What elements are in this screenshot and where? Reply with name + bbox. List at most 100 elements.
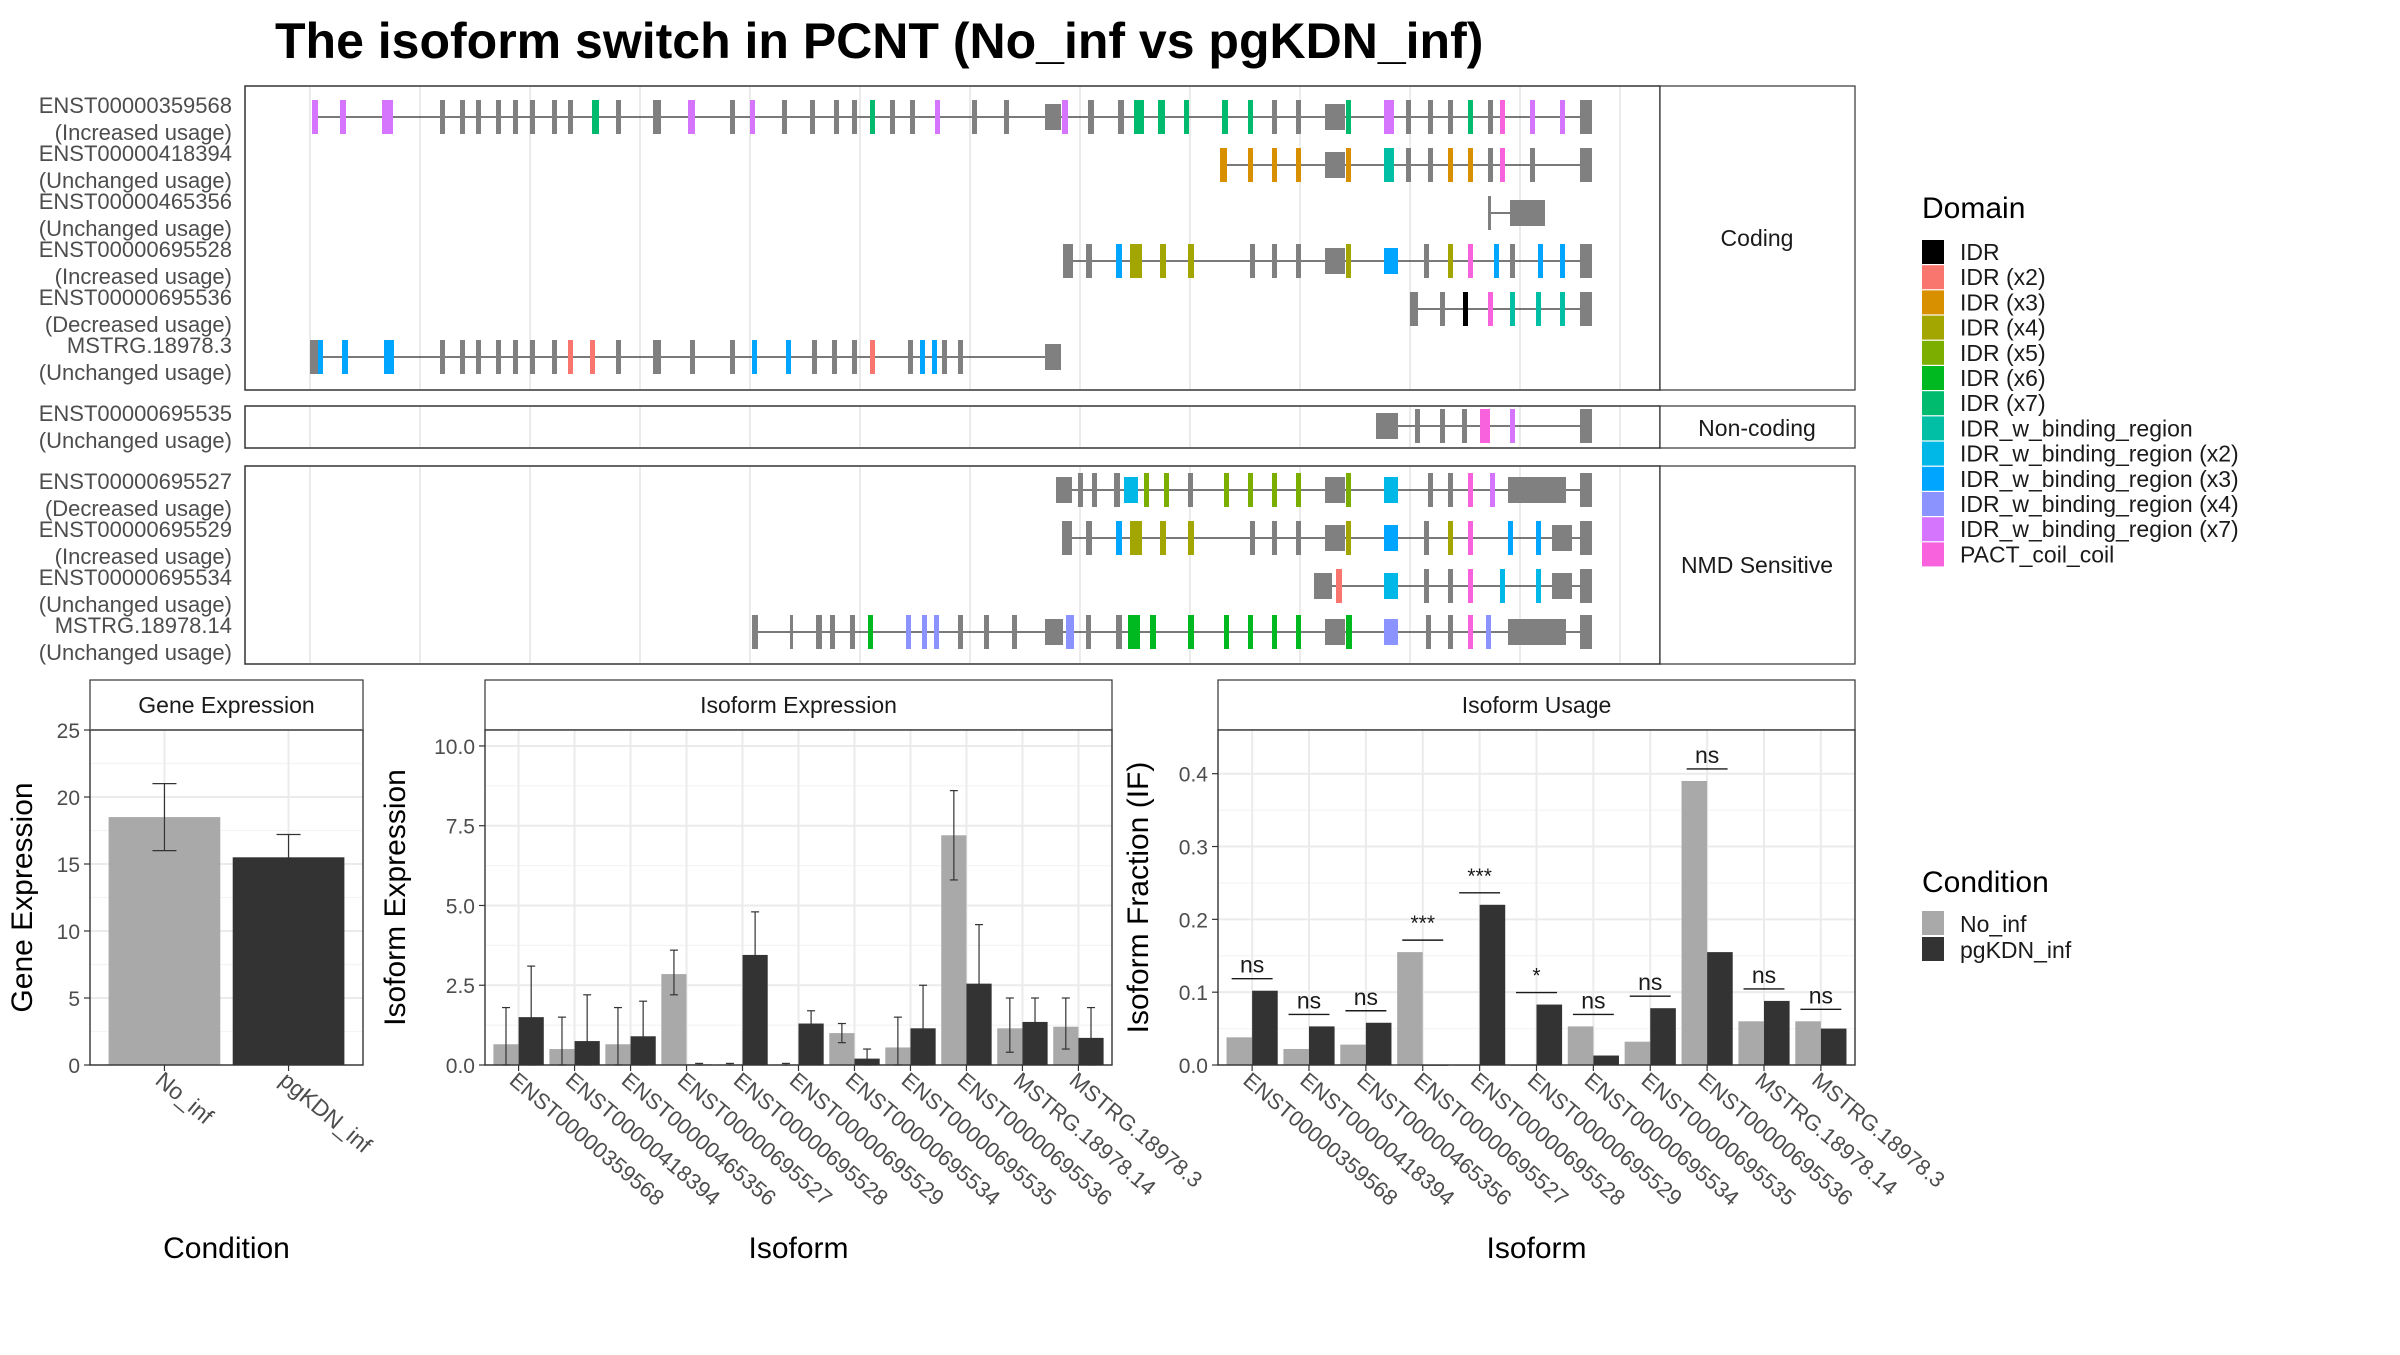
- bar: [108, 817, 221, 1065]
- significance-label: ns: [1638, 969, 1662, 995]
- condition-legend: Condition No_inf pgKDN_inf: [1922, 866, 2072, 963]
- exon: [984, 615, 989, 649]
- exon: [1248, 473, 1253, 507]
- domain-legend-swatch: [1922, 290, 1944, 315]
- bar: [1593, 1055, 1619, 1065]
- chart-strip: [89, 679, 364, 731]
- exon: [1188, 244, 1194, 278]
- exon: [1124, 477, 1138, 503]
- exon: [1406, 100, 1411, 134]
- condition-legend-label: No_inf: [1960, 911, 2027, 937]
- chart-frame: [89, 729, 364, 1066]
- domain-legend-swatch: [1922, 340, 1944, 365]
- gene-expression-chart: Gene Expression 0 5 10 15 20 25 No_inf pgKDN_inf…: [6, 679, 377, 1265]
- exon: [1410, 292, 1418, 326]
- domain-legend-swatch: [1922, 441, 1944, 466]
- exon: [653, 340, 661, 374]
- domain-legend-label: IDR: [1960, 239, 2000, 265]
- exon: [1448, 615, 1453, 649]
- bar: [1479, 904, 1506, 1065]
- tx-label-usage: (Decreased usage): [45, 312, 232, 337]
- y-tick-label: 0.4: [1179, 764, 1209, 787]
- exon: [1424, 569, 1429, 603]
- exon: [1346, 148, 1351, 182]
- significance-label: ns: [1354, 984, 1378, 1010]
- exon: [812, 340, 817, 374]
- domain-legend-label: IDR (x3): [1960, 289, 2046, 315]
- exon: [1160, 244, 1166, 278]
- bar: [1795, 1021, 1821, 1065]
- exon: [1510, 244, 1515, 278]
- exon: [1004, 100, 1009, 134]
- exon: [1346, 521, 1351, 555]
- domain-legend-swatch: [1922, 366, 1944, 390]
- exon: [890, 100, 895, 134]
- exon: [513, 100, 518, 134]
- exon: [1062, 521, 1072, 555]
- y-tick-label: 0.3: [1179, 837, 1208, 860]
- exon: [1384, 477, 1398, 503]
- exon: [1510, 292, 1515, 326]
- exon: [1045, 104, 1061, 130]
- exon: [1468, 569, 1473, 603]
- exon: [1384, 148, 1394, 182]
- figure-title: The isoform switch in PCNT (No_inf vs pg…: [275, 13, 1483, 69]
- exon: [1086, 615, 1091, 649]
- exon: [653, 100, 661, 134]
- exon: [1530, 148, 1535, 182]
- domain-legend-swatch: [1922, 265, 1944, 290]
- exon: [1248, 615, 1253, 649]
- exon: [1428, 148, 1433, 182]
- exon: [1062, 100, 1068, 134]
- exon: [1144, 473, 1149, 507]
- domain-legend-swatch: [1922, 466, 1944, 491]
- exon: [476, 100, 481, 134]
- x-tick-label: No_inf: [151, 1067, 219, 1130]
- significance-label: ns: [1297, 987, 1321, 1013]
- domain-legend-label: IDR (x4): [1960, 315, 2046, 341]
- exon: [1272, 473, 1277, 507]
- exon: [832, 340, 837, 374]
- strip-nmd-label: NMD Sensitive: [1681, 552, 1833, 578]
- y-tick-label: 10: [57, 921, 80, 944]
- y-tick-label: 20: [57, 787, 80, 810]
- domain-legend-label: PACT_coil_coil: [1960, 541, 2114, 567]
- exon: [1272, 615, 1277, 649]
- exon: [1188, 615, 1194, 649]
- exon: [1158, 100, 1165, 134]
- y-tick-label: 0.1: [1179, 982, 1208, 1005]
- exon: [1222, 100, 1228, 134]
- exon: [1116, 615, 1122, 649]
- panel-coding-bg: [244, 85, 1661, 391]
- x-axis-title: Isoform: [748, 1232, 848, 1265]
- exon: [752, 615, 758, 649]
- exon: [1428, 100, 1433, 134]
- exon: [810, 100, 815, 134]
- strip-coding-bg: [1659, 85, 1856, 391]
- exon: [1056, 477, 1072, 503]
- exon: [958, 615, 963, 649]
- exon: [1580, 569, 1592, 603]
- tx-label-name: ENST00000465356: [39, 189, 232, 214]
- exon: [1220, 148, 1227, 182]
- tx-label-usage: (Unchanged usage): [39, 360, 232, 385]
- exon: [1500, 569, 1505, 603]
- exon: [1063, 244, 1073, 278]
- exon: [786, 340, 791, 374]
- condition-legend-label: pgKDN_inf: [1960, 937, 2072, 963]
- exon: [1272, 100, 1277, 134]
- domain-legend-title: Domain: [1922, 192, 2025, 225]
- exon: [1468, 521, 1473, 555]
- exon: [1092, 473, 1097, 507]
- exon: [1463, 292, 1468, 326]
- domain-legend-swatch: [1922, 240, 1944, 264]
- exon: [1448, 148, 1453, 182]
- bar: [1764, 1000, 1790, 1065]
- y-tick-label: 15: [57, 854, 80, 877]
- exon: [1376, 413, 1398, 439]
- exon: [1325, 619, 1345, 645]
- exon: [1224, 473, 1229, 507]
- domain-legend-swatch: [1922, 542, 1944, 567]
